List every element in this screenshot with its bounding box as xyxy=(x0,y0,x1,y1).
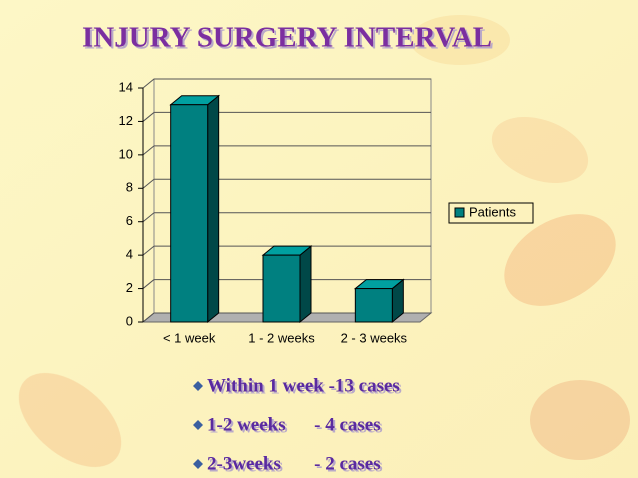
grid-line xyxy=(142,212,155,223)
bullet-text-shadow: 1-2 weeks - 4 cases xyxy=(209,416,383,437)
grid-line xyxy=(142,145,155,156)
bar xyxy=(170,104,209,323)
x-tick-label: 1 - 2 weeks xyxy=(248,330,315,345)
y-tick-label: 14 xyxy=(119,79,133,94)
grid-line xyxy=(142,312,155,323)
grid-line xyxy=(142,245,155,256)
y-tick-label: 2 xyxy=(126,280,133,295)
y-tick-label: 6 xyxy=(126,213,133,228)
chart-title-shadow: INJURY SURGERY INTERVAL xyxy=(84,24,494,56)
x-tick-label: < 1 week xyxy=(163,330,216,345)
y-tick-label: 8 xyxy=(126,180,133,195)
legend-label: Patients xyxy=(469,204,516,219)
grid-line xyxy=(142,279,155,289)
bullet-text-shadow: 2-3weeks - 2 cases xyxy=(209,455,383,476)
legend-swatch xyxy=(454,207,465,218)
legend-box xyxy=(448,202,534,224)
grid-line xyxy=(142,178,155,189)
bullet-text-shadow: Within 1 week -13 cases xyxy=(209,377,402,398)
grid-line xyxy=(142,78,155,89)
grid-line xyxy=(142,112,155,122)
bar-side xyxy=(207,94,220,324)
bullet-text: Within 1 week -13 cases xyxy=(207,375,400,396)
bullet-text: 2-3weeks - 2 cases xyxy=(207,453,381,474)
chart-title: INJURY SURGERY INTERVAL xyxy=(82,22,492,54)
leaf-decoration xyxy=(18,15,630,467)
bullet-icon xyxy=(193,420,203,430)
y-tick-label: 10 xyxy=(119,146,133,161)
y-tick-label: 0 xyxy=(126,313,133,328)
y-tick-label: 4 xyxy=(126,247,133,262)
bar xyxy=(262,254,301,323)
x-tick-label: 2 - 3 weeks xyxy=(341,330,408,345)
bullet-icon xyxy=(193,381,203,391)
bar xyxy=(354,288,393,323)
y-tick-label: 12 xyxy=(119,113,133,128)
bullet-text: 1-2 weeks - 4 cases xyxy=(207,414,381,435)
bullet-icon xyxy=(193,459,203,469)
bar-side xyxy=(299,245,312,324)
